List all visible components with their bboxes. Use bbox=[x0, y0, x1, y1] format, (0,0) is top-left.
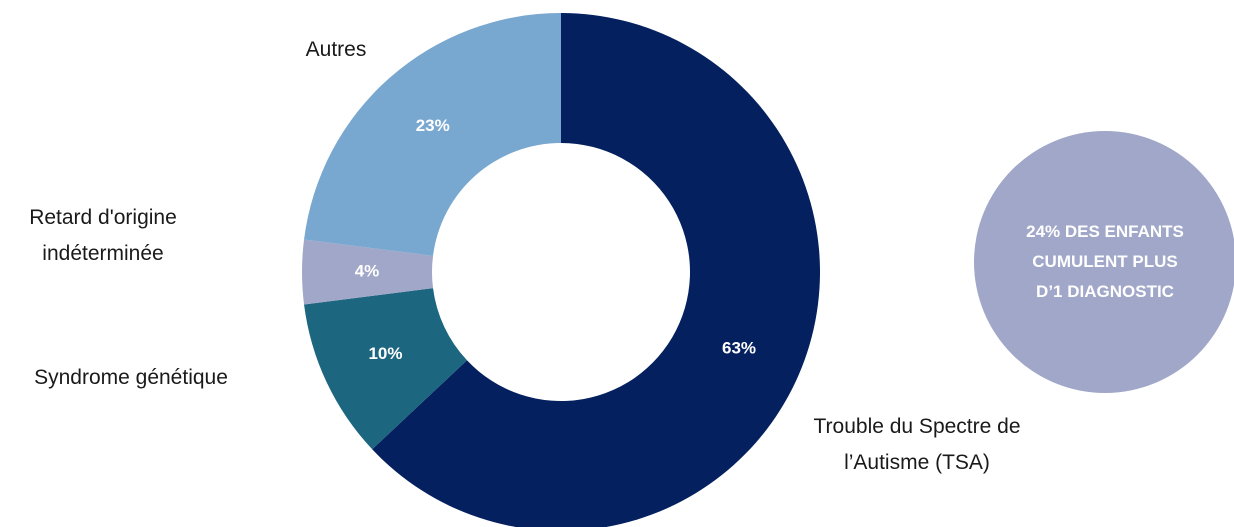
donut-segment bbox=[304, 13, 561, 256]
category-label: Autres bbox=[305, 38, 367, 61]
donut-segment bbox=[372, 13, 820, 527]
donut-segment bbox=[302, 239, 434, 305]
annotation: 24% DES ENFANTS CUMULENT PLUS D’1 DIAGNO… bbox=[1026, 222, 1184, 301]
value-label: 10% bbox=[368, 344, 402, 363]
category-label: Trouble du Spectre de l’Autisme (TSA) bbox=[813, 415, 1021, 474]
category-label: Syndrome génétique bbox=[34, 366, 228, 389]
annotation-circle bbox=[974, 131, 1234, 393]
value-label: 23% bbox=[416, 116, 450, 135]
category-label: Retard d'origine indéterminée bbox=[29, 206, 177, 265]
donut-segment bbox=[304, 288, 467, 450]
value-label: 63% bbox=[722, 339, 756, 358]
value-label: 4% bbox=[355, 261, 380, 280]
